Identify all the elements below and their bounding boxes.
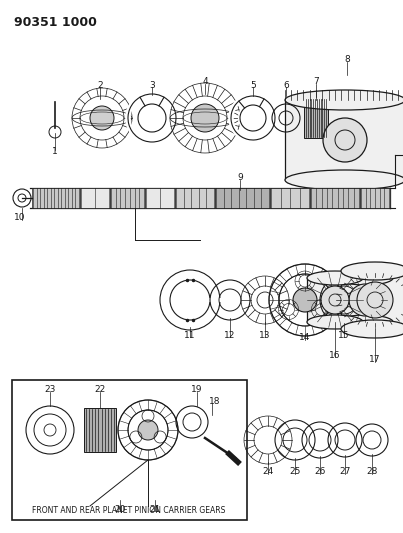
Circle shape (90, 106, 114, 130)
Bar (145, 188, 175, 208)
Text: 12: 12 (224, 330, 236, 340)
Text: 7: 7 (313, 77, 319, 86)
Ellipse shape (307, 315, 363, 329)
Circle shape (191, 104, 219, 132)
Bar (337, 278, 393, 322)
Text: 8: 8 (344, 55, 350, 64)
Text: 26: 26 (314, 467, 326, 477)
Bar (285, 100, 403, 180)
Ellipse shape (341, 262, 403, 280)
Text: 6: 6 (283, 80, 289, 90)
Text: 24: 24 (262, 467, 274, 477)
Bar (175, 188, 215, 208)
Text: 17: 17 (369, 356, 381, 365)
Text: 18: 18 (209, 398, 221, 407)
Ellipse shape (341, 320, 403, 338)
Bar (215, 188, 270, 208)
Text: 23: 23 (44, 385, 56, 394)
Bar (270, 188, 310, 208)
Text: 10: 10 (14, 214, 26, 222)
Circle shape (349, 284, 381, 316)
Text: 15: 15 (338, 330, 350, 340)
Circle shape (323, 118, 367, 162)
Text: FRONT AND REAR PLANET PINION CARRIER GEARS: FRONT AND REAR PLANET PINION CARRIER GEA… (32, 506, 226, 515)
Ellipse shape (285, 170, 403, 190)
Circle shape (357, 282, 393, 318)
Text: 9: 9 (237, 174, 243, 182)
Circle shape (321, 286, 349, 314)
Text: 27: 27 (339, 467, 351, 477)
Ellipse shape (337, 271, 393, 285)
Ellipse shape (307, 271, 363, 285)
Bar (304, 98, 328, 138)
Ellipse shape (337, 315, 393, 329)
Text: 2: 2 (97, 80, 103, 90)
Bar (307, 278, 363, 322)
Text: 14: 14 (299, 334, 311, 343)
Text: 5: 5 (250, 80, 256, 90)
Bar (80, 188, 110, 208)
Text: 90351 1000: 90351 1000 (14, 16, 97, 29)
Bar (32, 188, 80, 208)
Text: 3: 3 (149, 80, 155, 90)
Circle shape (293, 288, 317, 312)
Circle shape (138, 420, 158, 440)
Text: 20: 20 (114, 505, 126, 514)
Ellipse shape (285, 90, 403, 110)
Text: 28: 28 (366, 467, 378, 477)
Text: 21: 21 (150, 505, 161, 514)
Bar (12, 380, 247, 520)
Bar (110, 188, 145, 208)
Text: 19: 19 (191, 385, 203, 394)
Bar (84, 408, 116, 452)
Text: 16: 16 (329, 351, 341, 359)
Text: 11: 11 (184, 330, 196, 340)
Text: 4: 4 (202, 77, 208, 86)
Text: 22: 22 (94, 385, 106, 394)
Text: 1: 1 (52, 148, 58, 157)
Text: 25: 25 (289, 467, 301, 477)
Bar (360, 188, 390, 208)
Bar (310, 188, 360, 208)
Bar (341, 271, 403, 329)
Text: 13: 13 (259, 330, 271, 340)
